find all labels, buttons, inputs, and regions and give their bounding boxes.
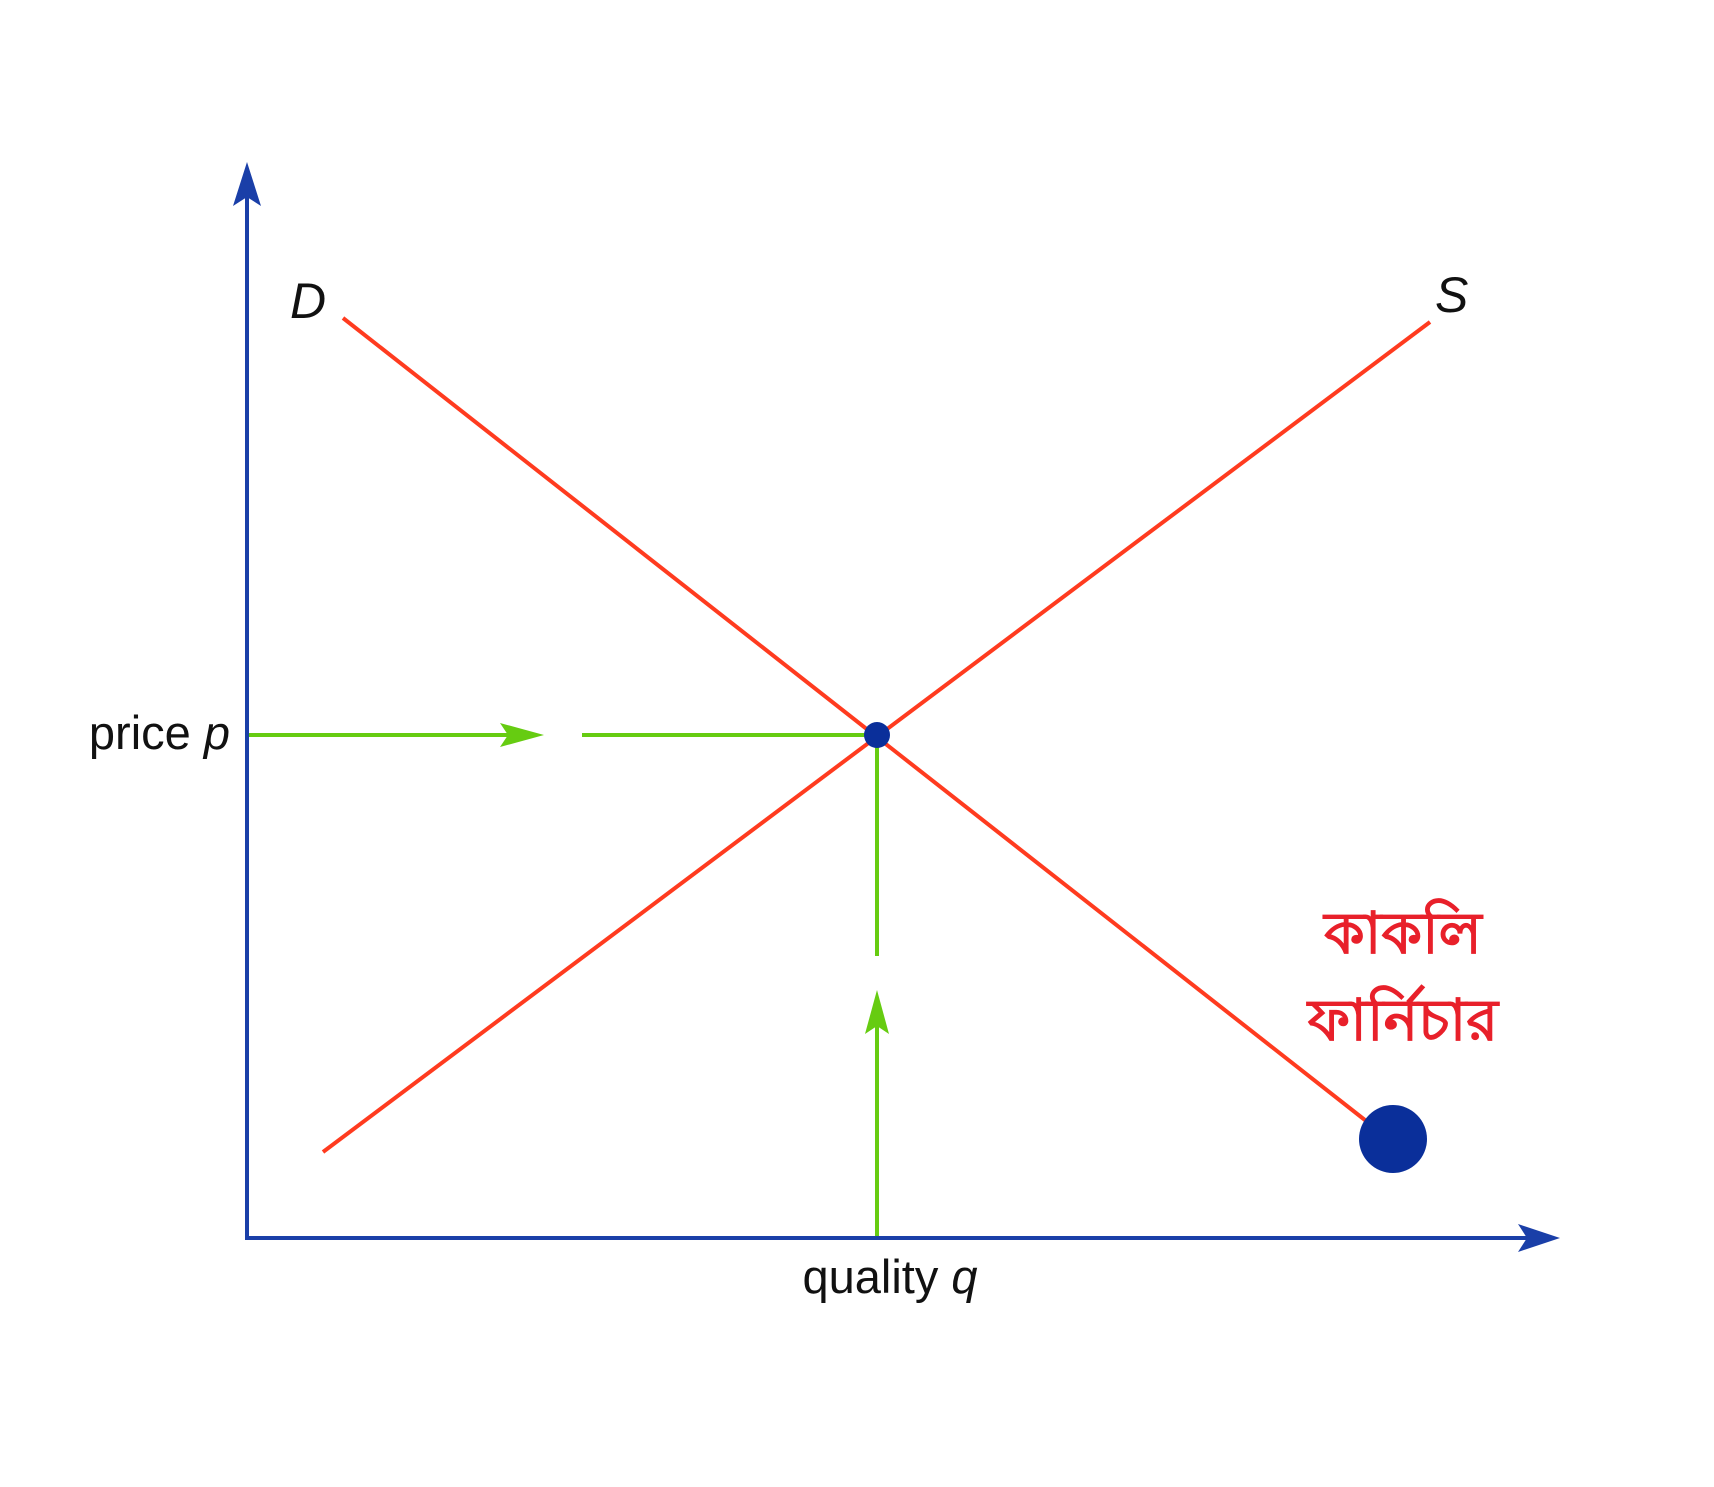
brand-line-1: কাকলি bbox=[1322, 898, 1484, 967]
equilibrium-point bbox=[864, 722, 890, 748]
price-label-text: price bbox=[89, 706, 191, 759]
price-label-space bbox=[191, 706, 204, 759]
brand-dot bbox=[1359, 1105, 1427, 1173]
price-guide-arrowhead bbox=[500, 723, 544, 747]
demand-label: D bbox=[290, 273, 326, 329]
quality-label-text: quality bbox=[802, 1250, 938, 1303]
quality-symbol: q bbox=[951, 1250, 977, 1303]
supply-label: S bbox=[1435, 267, 1468, 323]
price-axis-label: price p bbox=[89, 706, 230, 759]
demand-curve bbox=[341, 316, 1372, 1126]
x-axis-arrowhead bbox=[1518, 1224, 1560, 1252]
quality-guide-arrowhead bbox=[865, 990, 889, 1034]
price-symbol: p bbox=[202, 706, 230, 759]
quality-axis-label: quality q bbox=[802, 1250, 977, 1303]
brand-line-2: ফার্নিচার bbox=[1306, 983, 1501, 1054]
quality-label-space bbox=[938, 1250, 951, 1303]
y-axis-arrowhead bbox=[233, 162, 261, 206]
